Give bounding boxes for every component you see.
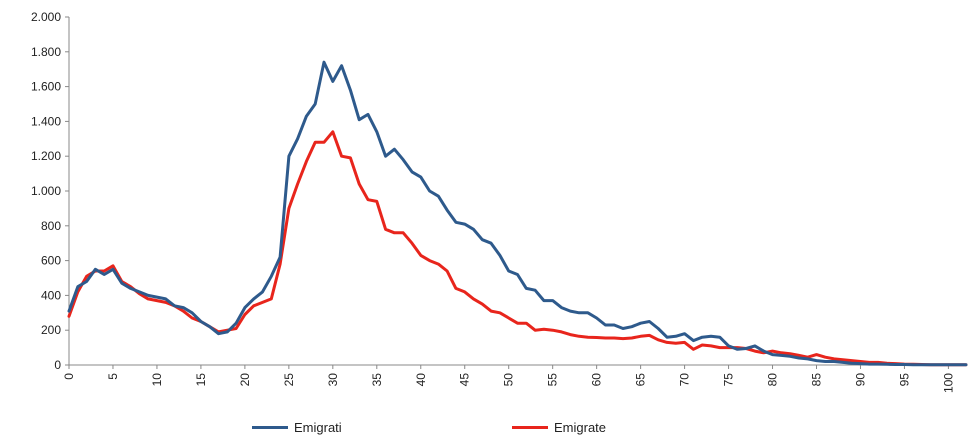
- legend-item-emigrati: Emigrati: [252, 417, 342, 437]
- x-axis: 0 5 10 15 20 25 30 35 40 45 50 55 60 65 70 75 80 85 90 95 10…: [62, 364, 966, 393]
- y-tick-label: 1.000: [31, 184, 61, 198]
- x-tick-label: 0: [62, 373, 76, 380]
- y-tick-label: 1.400: [31, 114, 61, 128]
- x-tick-label: 60: [590, 373, 604, 387]
- x-tick-label: 65: [634, 373, 648, 387]
- legend-item-emigrate: Emigrate: [512, 417, 606, 437]
- y-tick-label: 1.200: [31, 149, 61, 163]
- y-tick-label: 200: [41, 323, 61, 337]
- series-lines: [67, 60, 968, 367]
- series-line-emigrate: [67, 130, 968, 367]
- x-tick-label: 15: [194, 373, 208, 387]
- y-tick-label: 800: [41, 219, 61, 233]
- y-axis: 0 200 400 600 800 1.000 1.200 1.400 1.600 1.800 2.…: [31, 10, 70, 372]
- x-tick-label: 45: [458, 373, 472, 387]
- legend-swatch-emigrate: [512, 425, 548, 429]
- x-tick-label: 75: [722, 373, 736, 387]
- x-tick-label: 80: [766, 373, 780, 387]
- x-tick-label: 25: [282, 373, 296, 387]
- x-tick-label: 85: [810, 373, 824, 387]
- legend-label-emigrati: Emigrati: [294, 419, 342, 435]
- x-tick-label: 55: [546, 373, 560, 387]
- x-tick-label: 10: [150, 373, 164, 387]
- legend-swatch-emigrati: [252, 425, 288, 429]
- x-tick-label: 50: [502, 373, 516, 387]
- x-tick-label: 35: [370, 373, 384, 387]
- x-tick-label: 5: [106, 373, 120, 380]
- legend-label-emigrate: Emigrate: [554, 419, 607, 435]
- y-tick-label: 400: [41, 288, 61, 302]
- series-line-emigrati: [67, 60, 968, 367]
- y-tick-label: 2.000: [31, 10, 61, 24]
- x-tick-label: 70: [678, 373, 692, 387]
- x-tick-label: 100: [941, 373, 955, 393]
- x-tick-label: 30: [326, 373, 340, 387]
- y-tick-label: 1.800: [31, 45, 61, 59]
- y-tick-label: 1.600: [31, 80, 61, 94]
- x-tick-label: 90: [853, 373, 867, 387]
- y-tick-label: 0: [54, 358, 61, 372]
- x-tick-label: 40: [414, 373, 428, 387]
- y-tick-label: 600: [41, 254, 61, 268]
- x-tick-label: 95: [897, 373, 911, 387]
- x-tick-label: 20: [238, 373, 252, 387]
